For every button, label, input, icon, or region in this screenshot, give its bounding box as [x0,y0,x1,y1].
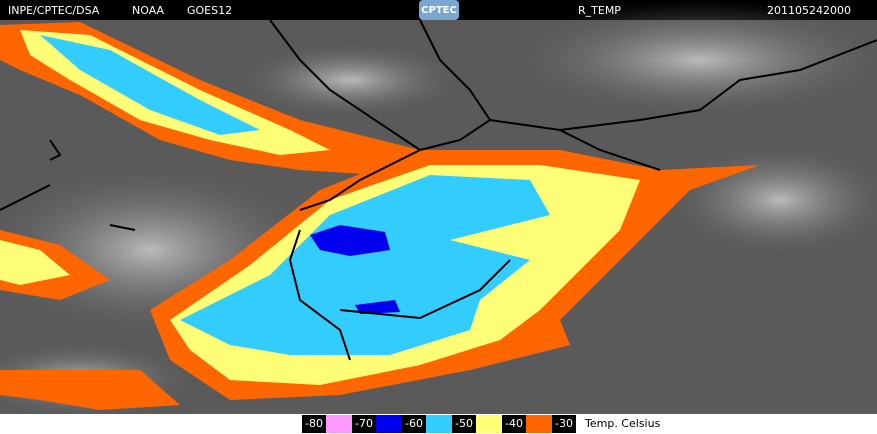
legend-label: -40 [505,417,523,430]
legend-unit: Temp. Celsius [584,417,661,430]
legend-swatch [476,415,502,433]
legend-label-box [502,415,526,433]
borders [0,19,877,361]
timestamp: 201105242000 [767,4,851,17]
legend-swatch [526,415,552,433]
legend-label-box [552,415,576,433]
logo-box [419,0,459,20]
logo: CPTEC [421,5,457,16]
legend-label: -60 [405,417,423,430]
agency: NOAA [132,4,165,17]
legend-label: -30 [555,417,573,430]
product: R_TEMP [578,4,621,17]
cold-tops [0,22,760,410]
source: INPE/CPTEC/DSA [8,4,100,17]
legend-label-box [452,415,476,433]
legend-label: -50 [455,417,473,430]
legend-swatch [376,415,402,433]
legend-label-box [352,415,376,433]
legend-label: -80 [305,417,323,430]
satellite: GOES12 [187,4,232,17]
legend-label: -70 [355,417,373,430]
header: INPE/CPTEC/DSA NOAA GOES12 CPTEC R_TEMP … [8,0,851,20]
legend-label-box [402,415,426,433]
legend-label-box [302,415,326,433]
legend-swatch [426,415,452,433]
legend: -80 -70 -60 -50 -40 -30 [302,415,576,433]
legend-swatch [326,415,352,433]
